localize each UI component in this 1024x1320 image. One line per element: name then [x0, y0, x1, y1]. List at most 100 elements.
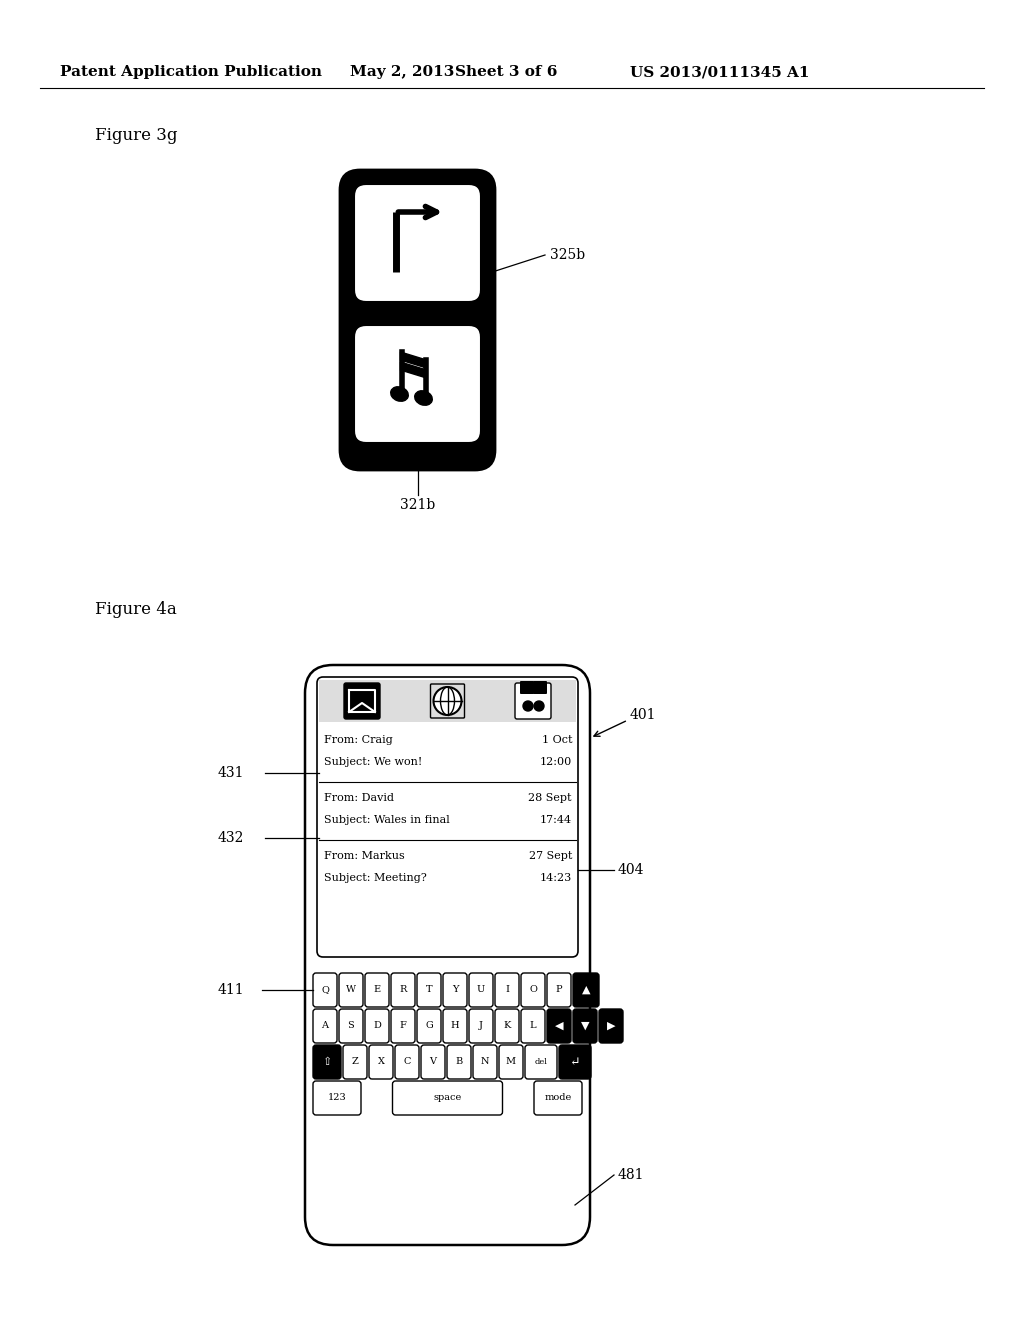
Text: ▼: ▼: [581, 1020, 589, 1031]
FancyBboxPatch shape: [443, 1008, 467, 1043]
FancyBboxPatch shape: [392, 1081, 503, 1115]
FancyBboxPatch shape: [534, 1081, 582, 1115]
Text: S: S: [347, 1022, 354, 1031]
FancyBboxPatch shape: [547, 973, 571, 1007]
FancyBboxPatch shape: [365, 1008, 389, 1043]
Text: Sheet 3 of 6: Sheet 3 of 6: [455, 65, 557, 79]
Text: 17:44: 17:44: [540, 814, 572, 825]
FancyBboxPatch shape: [559, 1045, 591, 1078]
FancyBboxPatch shape: [319, 680, 575, 722]
FancyBboxPatch shape: [317, 677, 578, 957]
Text: 432: 432: [218, 832, 245, 845]
FancyBboxPatch shape: [395, 1045, 419, 1078]
FancyBboxPatch shape: [313, 1045, 341, 1078]
FancyBboxPatch shape: [339, 973, 362, 1007]
Text: F: F: [399, 1022, 407, 1031]
FancyBboxPatch shape: [365, 973, 389, 1007]
Text: C: C: [403, 1057, 411, 1067]
Text: 401: 401: [630, 708, 656, 722]
FancyBboxPatch shape: [313, 1008, 337, 1043]
Text: 321b: 321b: [400, 498, 435, 512]
Text: mode: mode: [545, 1093, 571, 1102]
Text: US 2013/0111345 A1: US 2013/0111345 A1: [630, 65, 810, 79]
FancyBboxPatch shape: [599, 1008, 623, 1043]
Polygon shape: [400, 352, 427, 368]
Text: Y: Y: [452, 986, 459, 994]
FancyBboxPatch shape: [354, 183, 481, 302]
FancyBboxPatch shape: [344, 682, 380, 719]
Text: May 2, 2013: May 2, 2013: [350, 65, 455, 79]
Text: J: J: [479, 1022, 483, 1031]
Text: Z: Z: [351, 1057, 358, 1067]
FancyBboxPatch shape: [521, 973, 545, 1007]
Text: W: W: [346, 986, 356, 994]
Text: D: D: [373, 1022, 381, 1031]
Text: space: space: [433, 1093, 462, 1102]
Text: R: R: [399, 986, 407, 994]
Text: P: P: [556, 986, 562, 994]
FancyBboxPatch shape: [499, 1045, 523, 1078]
Text: 481: 481: [618, 1168, 644, 1181]
FancyBboxPatch shape: [391, 973, 415, 1007]
Polygon shape: [400, 362, 427, 378]
Text: I: I: [505, 986, 509, 994]
FancyBboxPatch shape: [573, 973, 599, 1007]
Text: 325b: 325b: [550, 248, 585, 261]
Text: K: K: [504, 1022, 511, 1031]
Text: 431: 431: [218, 766, 245, 780]
Text: Patent Application Publication: Patent Application Publication: [60, 65, 322, 79]
FancyBboxPatch shape: [339, 1008, 362, 1043]
Text: Figure 3g: Figure 3g: [95, 127, 177, 144]
Text: ⇧: ⇧: [323, 1057, 332, 1067]
FancyBboxPatch shape: [573, 1008, 597, 1043]
FancyBboxPatch shape: [421, 1045, 445, 1078]
Text: 28 Sept: 28 Sept: [528, 793, 572, 803]
FancyBboxPatch shape: [525, 1045, 557, 1078]
FancyBboxPatch shape: [447, 1045, 471, 1078]
Text: Figure 4a: Figure 4a: [95, 602, 177, 619]
FancyBboxPatch shape: [443, 973, 467, 1007]
FancyBboxPatch shape: [369, 1045, 393, 1078]
Text: 404: 404: [618, 863, 644, 876]
FancyBboxPatch shape: [520, 681, 534, 694]
FancyBboxPatch shape: [417, 973, 441, 1007]
Text: O: O: [529, 986, 537, 994]
Text: X: X: [378, 1057, 384, 1067]
Text: ▶: ▶: [607, 1020, 615, 1031]
Text: U: U: [477, 986, 485, 994]
Ellipse shape: [391, 387, 409, 401]
Circle shape: [534, 701, 544, 711]
Text: del: del: [535, 1059, 548, 1067]
Circle shape: [523, 701, 534, 711]
Text: 14:23: 14:23: [540, 873, 572, 883]
Text: Q: Q: [322, 986, 329, 994]
FancyBboxPatch shape: [305, 665, 590, 1245]
Text: 12:00: 12:00: [540, 756, 572, 767]
Text: ◀: ◀: [555, 1020, 563, 1031]
FancyBboxPatch shape: [354, 325, 481, 444]
FancyBboxPatch shape: [547, 1008, 571, 1043]
Text: From: David: From: David: [324, 793, 394, 803]
Text: H: H: [451, 1022, 460, 1031]
Text: L: L: [529, 1022, 537, 1031]
FancyBboxPatch shape: [343, 1045, 367, 1078]
Text: 1 Oct: 1 Oct: [542, 735, 572, 744]
Text: Subject: Wales in final: Subject: Wales in final: [324, 814, 450, 825]
FancyBboxPatch shape: [391, 1008, 415, 1043]
FancyBboxPatch shape: [313, 973, 337, 1007]
Text: T: T: [426, 986, 432, 994]
Text: ↵: ↵: [569, 1056, 581, 1068]
FancyBboxPatch shape: [521, 1008, 545, 1043]
Text: A: A: [322, 1022, 329, 1031]
FancyBboxPatch shape: [469, 1008, 493, 1043]
Text: 123: 123: [328, 1093, 346, 1102]
Ellipse shape: [415, 391, 432, 405]
Text: Subject: Meeting?: Subject: Meeting?: [324, 873, 427, 883]
FancyBboxPatch shape: [534, 681, 547, 694]
FancyBboxPatch shape: [515, 682, 551, 719]
FancyBboxPatch shape: [469, 973, 493, 1007]
Text: 411: 411: [218, 983, 245, 997]
Text: E: E: [374, 986, 381, 994]
FancyBboxPatch shape: [313, 1081, 361, 1115]
FancyBboxPatch shape: [495, 973, 519, 1007]
